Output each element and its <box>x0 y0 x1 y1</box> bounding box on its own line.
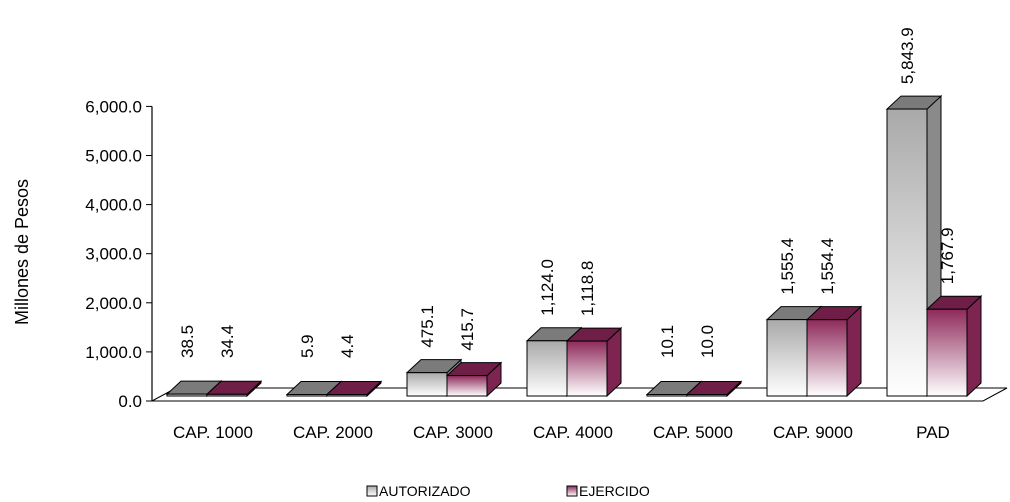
bar-ejercido-2 <box>325 380 383 398</box>
bar-front <box>326 394 368 397</box>
y-tick-label: 5,000.0 <box>85 147 142 166</box>
data-label: 38.5 <box>178 325 197 358</box>
bar-front <box>566 340 608 397</box>
y-tick-label: 4,000.0 <box>85 196 142 215</box>
y-tick-label: 3,000.0 <box>85 245 142 264</box>
y-axis: 0.0 1,000.0 2,000.0 3,000.0 4,000.0 5,000.0 6,… <box>85 97 153 411</box>
bar-ejercido-5 <box>685 380 743 398</box>
y-axis-title: Millones de Pesos <box>12 179 32 325</box>
data-label: 10.0 <box>698 325 717 358</box>
bar-front <box>926 308 968 397</box>
bar-front <box>446 375 488 397</box>
bar-ejercido-3 <box>445 361 503 398</box>
x-axis: CAP. 1000 CAP. 2000 CAP. 3000 CAP. 4000 CAP.… <box>173 423 950 442</box>
bar-front <box>766 319 808 397</box>
data-label: 4.4 <box>338 334 357 358</box>
bar-front <box>686 394 728 397</box>
data-label: 1,767.9 <box>938 227 957 284</box>
bar-ejercido-4 <box>565 326 623 398</box>
data-label: 34.4 <box>218 325 237 358</box>
bar-side <box>966 295 982 398</box>
y-tick-label: 6,000.0 <box>85 97 142 116</box>
bar-front <box>806 319 848 397</box>
data-label: 10.1 <box>658 325 677 358</box>
data-label: 1,118.8 <box>578 261 597 316</box>
x-tick-label: PAD <box>916 423 950 442</box>
legend-label: EJERCIDO <box>579 483 650 499</box>
data-label: 1,555.4 <box>778 238 797 295</box>
legend-item-ejercido: EJERCIDO <box>566 483 650 499</box>
data-label: 5,843.9 <box>898 27 917 84</box>
legend-swatch <box>366 485 378 497</box>
bar-front <box>406 372 448 397</box>
bar-front <box>886 108 928 397</box>
data-label: 5.9 <box>298 334 317 358</box>
legend-item-autorizado: AUTORIZADO <box>366 483 471 499</box>
x-tick-label: CAP. 5000 <box>653 423 733 442</box>
legend: AUTORIZADO EJERCIDO <box>366 483 650 499</box>
x-tick-label: CAP. 4000 <box>533 423 613 442</box>
data-label: 1,554.4 <box>818 238 837 295</box>
bar-ejercido-7 <box>925 295 983 398</box>
bar-front <box>166 393 208 397</box>
bar-ejercido-6 <box>805 305 863 398</box>
value-labels: 38.5 34.4 5.9 4.4 475.1 415.7 1,124.0 1,118.8 10… <box>178 27 957 358</box>
bar-side <box>846 305 862 398</box>
y-tick-label: 1,000.0 <box>85 343 142 362</box>
x-tick-label: CAP. 9000 <box>773 423 853 442</box>
bar-front <box>646 394 688 397</box>
legend-swatch <box>566 485 578 497</box>
bars <box>165 94 983 398</box>
y-tick-label: 2,000.0 <box>85 294 142 313</box>
bar-front <box>526 340 568 397</box>
data-label: 415.7 <box>458 308 477 351</box>
x-tick-label: CAP. 2000 <box>293 423 373 442</box>
legend-label: AUTORIZADO <box>379 483 471 499</box>
y-tick-label: 0.0 <box>118 392 142 411</box>
x-tick-label: CAP. 3000 <box>413 423 493 442</box>
bar-ejercido-1 <box>205 380 263 398</box>
data-label: 475.1 <box>418 305 437 348</box>
bar-front <box>206 393 248 397</box>
bar-front <box>286 394 328 397</box>
x-tick-label: CAP. 1000 <box>173 423 253 442</box>
data-label: 1,124.0 <box>538 259 557 316</box>
